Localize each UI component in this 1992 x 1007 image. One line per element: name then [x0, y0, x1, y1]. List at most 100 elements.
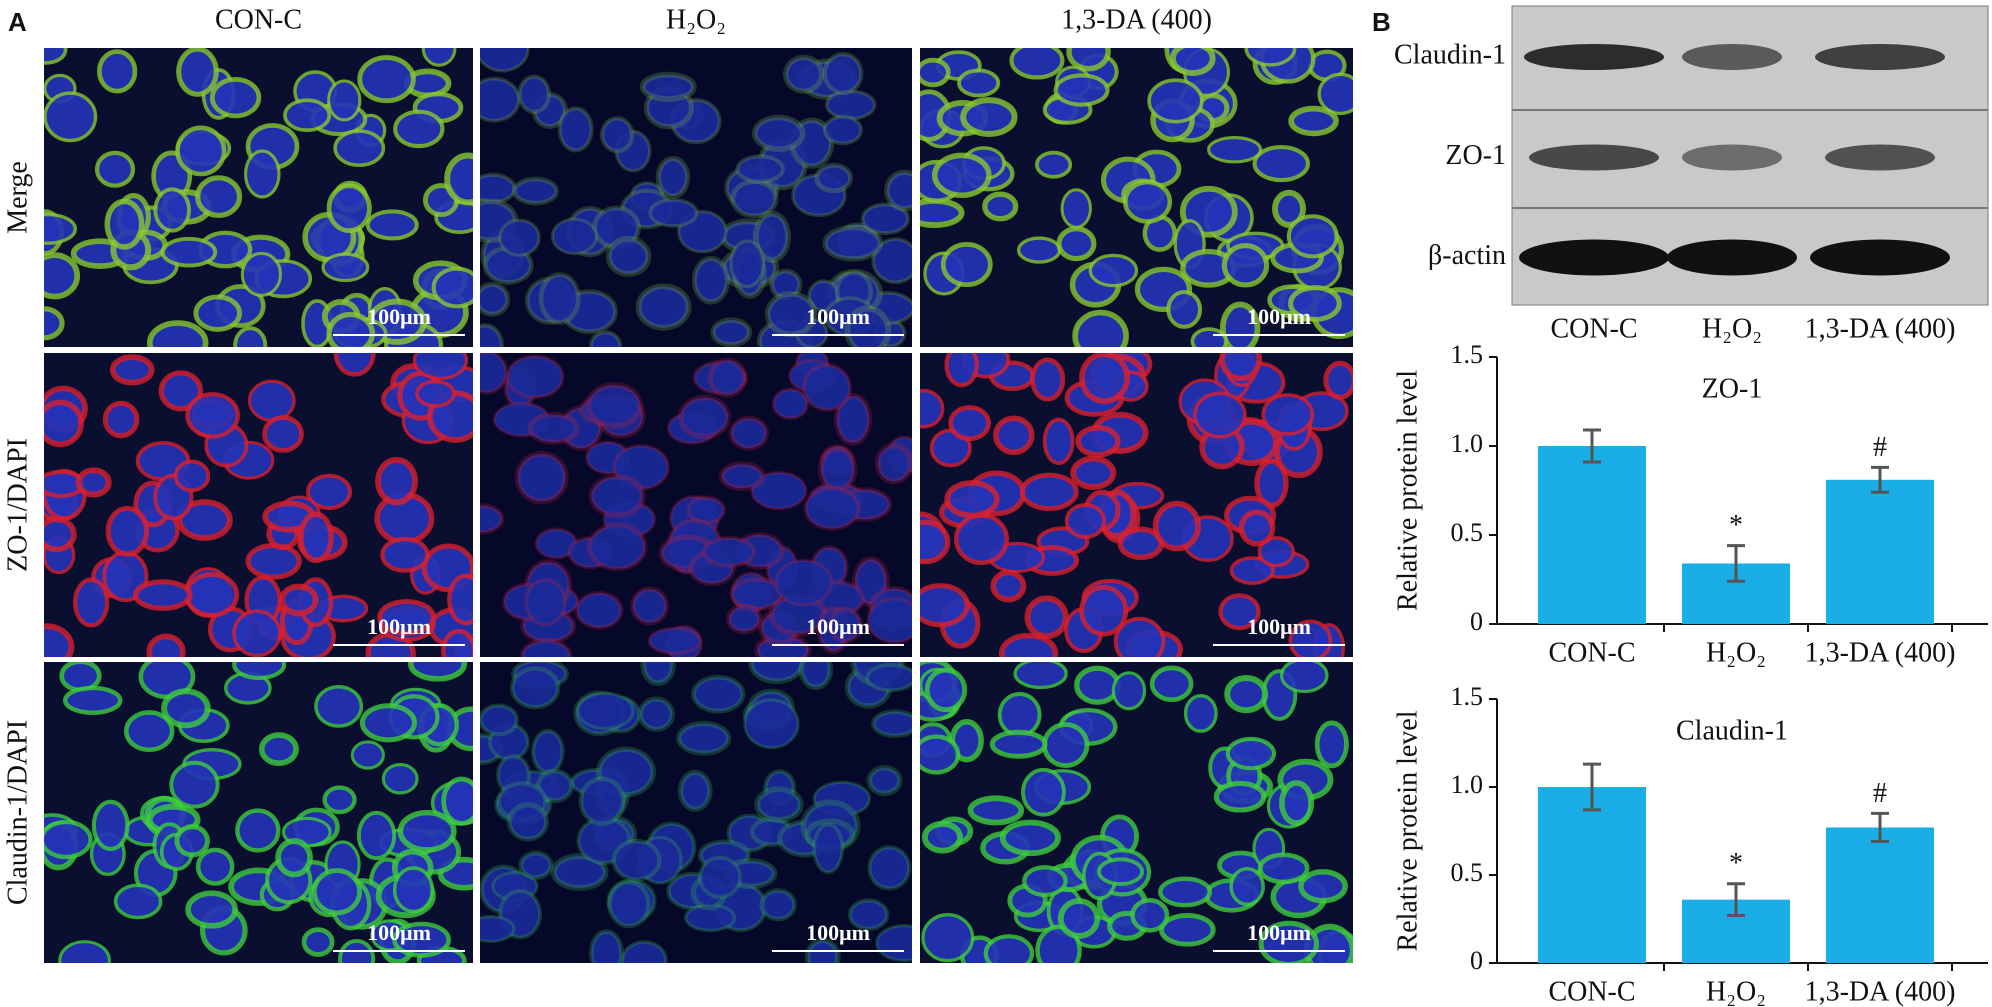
cell: [397, 809, 457, 853]
cell: [710, 317, 753, 347]
cell: [655, 155, 691, 199]
cell: [102, 400, 140, 439]
cell: [381, 762, 419, 795]
micrograph: 100μm: [44, 662, 473, 963]
cell: [185, 392, 240, 439]
cell: [1272, 189, 1306, 228]
cell: [169, 760, 220, 809]
cell: [1229, 866, 1265, 907]
cell: [306, 473, 352, 511]
cell: [611, 838, 662, 882]
cell: [1042, 417, 1075, 466]
cell: [1286, 214, 1339, 259]
cell: [1035, 150, 1073, 179]
blot-row-label: Claudin-1: [1394, 39, 1506, 70]
cell: [1238, 509, 1276, 547]
cell: [44, 623, 75, 657]
cell: [480, 172, 517, 205]
micrograph: 100μm: [920, 353, 1353, 657]
cell: [686, 495, 727, 525]
cell: [161, 688, 211, 729]
cell: [1088, 253, 1139, 288]
x-tick-label: 1,3-DA (400): [1805, 637, 1956, 668]
cell: [44, 819, 93, 860]
cell: [1159, 913, 1216, 947]
cell: [967, 795, 1025, 826]
cell: [1030, 357, 1066, 402]
cell: [283, 98, 332, 133]
cell: [944, 480, 1000, 519]
cell: [824, 89, 877, 121]
cell: [44, 212, 78, 245]
cell: [1053, 73, 1110, 107]
cell: [750, 470, 808, 511]
cell: [538, 272, 581, 325]
y-tick-label: 1.5: [1451, 340, 1484, 369]
cell: [944, 353, 979, 388]
cell: [415, 379, 456, 408]
y-axis-label: Relative protein level: [1392, 370, 1423, 611]
cell: [1261, 393, 1315, 436]
chart-title: ZO-1: [1702, 373, 1763, 404]
cell: [1009, 48, 1065, 80]
cell: [97, 49, 138, 94]
cell: [1288, 285, 1342, 323]
panel-letter: A: [8, 7, 27, 37]
blot-band: [1682, 144, 1782, 171]
cell: [833, 393, 873, 446]
cell: [639, 71, 697, 102]
cell: [175, 125, 227, 177]
cell: [1279, 780, 1315, 826]
cell: [718, 461, 766, 492]
cell: [1280, 662, 1329, 694]
cell: [860, 202, 910, 235]
cell: [931, 152, 992, 198]
cell: [1021, 767, 1066, 817]
cell: [612, 443, 670, 491]
significance-label: *: [1729, 510, 1743, 541]
cell: [1317, 72, 1353, 116]
cell: [44, 399, 84, 448]
cell: [146, 633, 186, 657]
cell: [123, 710, 175, 753]
micrograph: 100μm: [480, 353, 912, 657]
cell: [505, 354, 565, 400]
cell: [574, 590, 624, 630]
cell: [814, 162, 854, 194]
cell: [275, 838, 313, 878]
panel-letter: B: [1372, 7, 1391, 37]
cell: [517, 74, 552, 115]
micrograph: 100μm: [44, 353, 473, 657]
cell: [771, 387, 810, 421]
y-axis-label: Relative protein level: [1392, 710, 1423, 951]
cell: [44, 91, 98, 143]
cell: [1298, 869, 1348, 904]
cell: [576, 691, 635, 731]
cell: [258, 732, 299, 767]
cell: [585, 382, 644, 429]
micrograph: 100μm: [920, 662, 1353, 963]
cell: [1257, 852, 1310, 885]
cell: [1314, 720, 1349, 769]
cell: [1213, 780, 1267, 813]
cell: [1016, 236, 1062, 264]
cell: [691, 255, 731, 305]
cell: [599, 116, 635, 154]
cell: [637, 696, 675, 732]
y-tick-label: 1.0: [1451, 770, 1484, 799]
cell: [327, 79, 362, 122]
cell: [817, 445, 858, 493]
cell: [940, 242, 993, 288]
y-tick-label: 1.5: [1451, 682, 1484, 711]
cell: [851, 556, 890, 608]
cell: [94, 150, 136, 188]
cell: [408, 662, 468, 682]
cell: [322, 785, 357, 815]
cell: [1224, 674, 1269, 714]
cell: [804, 937, 841, 963]
cell: [375, 457, 419, 506]
cell: [1019, 472, 1079, 511]
cell: [1064, 502, 1107, 539]
cell: [990, 569, 1027, 603]
cell: [1066, 48, 1111, 72]
